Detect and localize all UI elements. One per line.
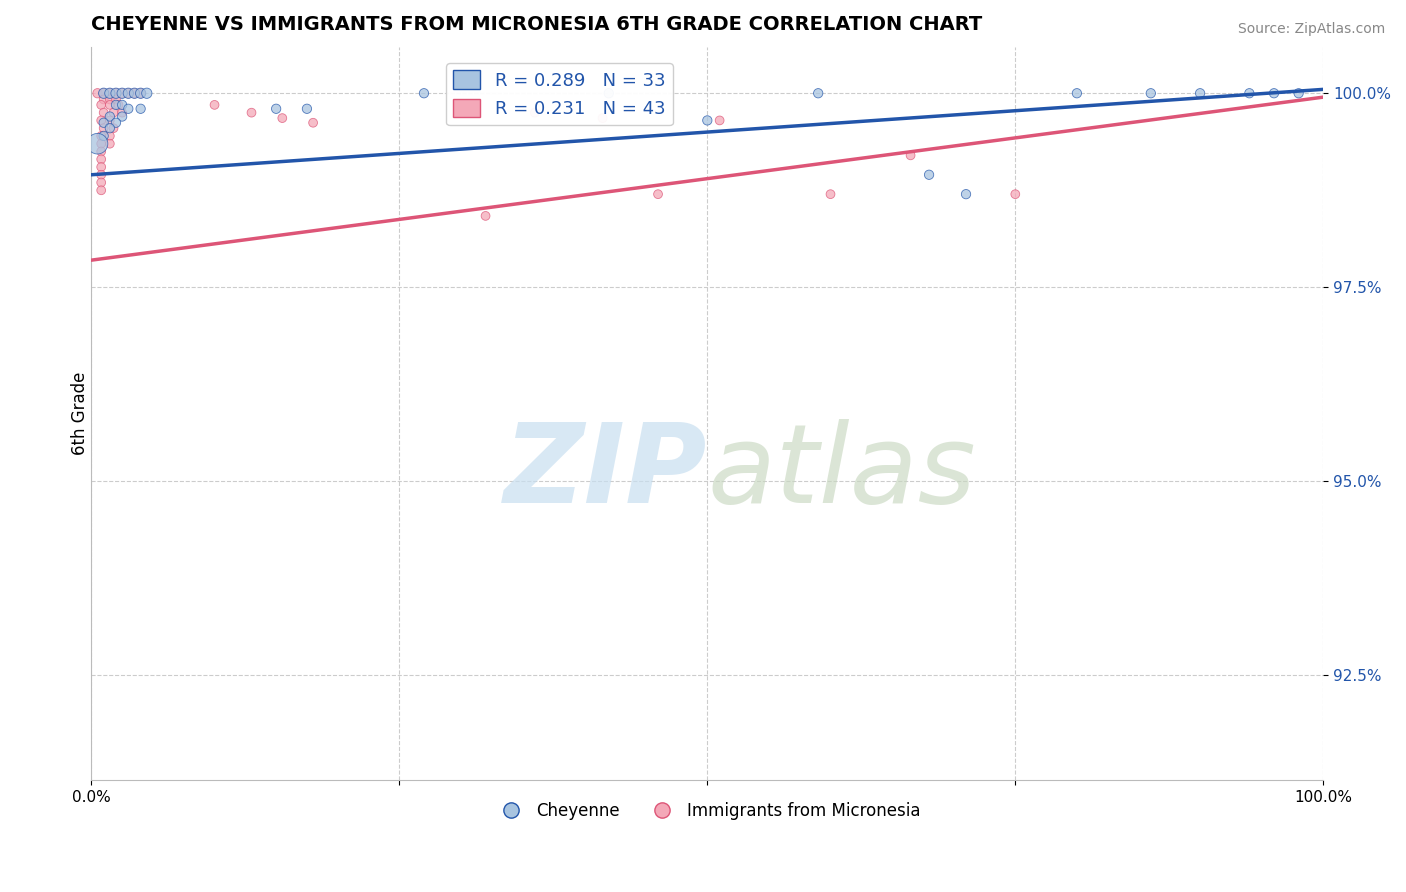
Point — [807, 87, 830, 101]
Point — [598, 87, 620, 101]
Point — [117, 87, 139, 101]
Point — [271, 111, 294, 125]
Point — [918, 168, 941, 182]
Point — [104, 92, 127, 106]
Point — [107, 98, 129, 112]
Point — [111, 98, 134, 112]
Point — [98, 128, 121, 143]
Point — [90, 98, 112, 112]
Point — [1139, 87, 1161, 101]
Point — [90, 128, 112, 143]
Point — [93, 128, 115, 143]
Point — [124, 87, 146, 101]
Point — [90, 153, 112, 167]
Point — [413, 87, 436, 101]
Point — [86, 87, 108, 101]
Legend: Cheyenne, Immigrants from Micronesia: Cheyenne, Immigrants from Micronesia — [488, 796, 927, 827]
Point — [104, 87, 127, 101]
Point — [204, 98, 226, 112]
Point — [104, 116, 127, 130]
Point — [93, 105, 115, 120]
Point — [1239, 87, 1261, 101]
Point — [592, 111, 614, 125]
Text: CHEYENNE VS IMMIGRANTS FROM MICRONESIA 6TH GRADE CORRELATION CHART: CHEYENNE VS IMMIGRANTS FROM MICRONESIA 6… — [91, 15, 983, 34]
Point — [93, 116, 115, 130]
Point — [1288, 87, 1310, 101]
Point — [98, 113, 121, 128]
Text: Source: ZipAtlas.com: Source: ZipAtlas.com — [1237, 22, 1385, 37]
Point — [98, 92, 121, 106]
Point — [302, 116, 325, 130]
Point — [90, 168, 112, 182]
Point — [98, 110, 121, 124]
Text: ZIP: ZIP — [503, 418, 707, 525]
Point — [523, 105, 546, 120]
Point — [696, 113, 718, 128]
Point — [647, 187, 669, 202]
Point — [98, 98, 121, 112]
Point — [1004, 187, 1026, 202]
Point — [103, 105, 125, 120]
Point — [129, 102, 152, 116]
Point — [90, 145, 112, 159]
Point — [117, 102, 139, 116]
Point — [295, 102, 318, 116]
Point — [111, 87, 134, 101]
Point — [111, 87, 134, 101]
Point — [93, 121, 115, 136]
Point — [240, 105, 263, 120]
Point — [86, 136, 108, 151]
Point — [900, 148, 922, 162]
Point — [93, 87, 115, 101]
Y-axis label: 6th Grade: 6th Grade — [72, 372, 89, 455]
Point — [264, 102, 287, 116]
Point — [98, 87, 121, 101]
Point — [124, 87, 146, 101]
Point — [129, 87, 152, 101]
Point — [1066, 87, 1088, 101]
Point — [117, 87, 139, 101]
Point — [90, 176, 112, 190]
Point — [90, 113, 112, 128]
Point — [103, 121, 125, 136]
Point — [98, 121, 121, 136]
Text: atlas: atlas — [707, 418, 976, 525]
Point — [709, 113, 731, 128]
Point — [129, 87, 152, 101]
Point — [135, 87, 157, 101]
Point — [1263, 87, 1285, 101]
Point — [1189, 87, 1212, 101]
Point — [90, 160, 112, 174]
Point — [955, 187, 977, 202]
Point — [98, 136, 121, 151]
Point — [93, 92, 115, 106]
Point — [104, 98, 127, 112]
Point — [104, 87, 127, 101]
Point — [820, 187, 842, 202]
Point — [90, 136, 112, 151]
Point — [93, 87, 115, 101]
Point — [90, 183, 112, 197]
Point — [98, 87, 121, 101]
Point — [111, 105, 134, 120]
Point — [111, 110, 134, 124]
Point — [474, 209, 496, 223]
